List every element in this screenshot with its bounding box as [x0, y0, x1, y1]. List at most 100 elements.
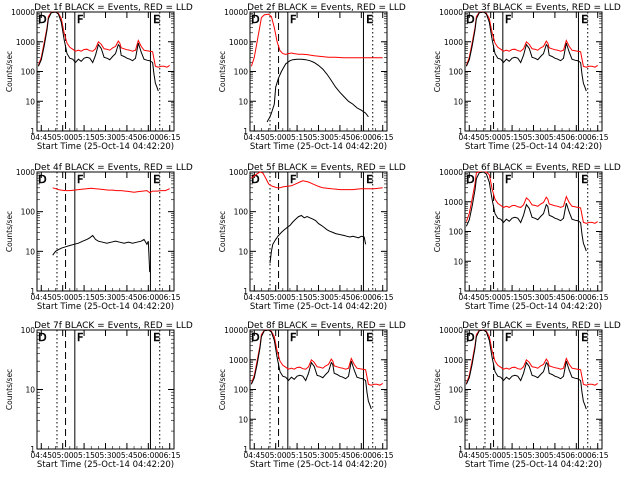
x-tick-label: 05:30	[308, 293, 330, 302]
y-tick-label: 10	[453, 97, 463, 106]
events-series-line	[465, 11, 587, 92]
y-tick-label: 1	[243, 445, 248, 454]
x-tick-label: 06:15	[159, 451, 181, 460]
panel-title: Det 6f BLACK = Events, RED = LLD	[462, 163, 621, 173]
y-tick-label: 1	[458, 127, 463, 136]
lld-series-line	[250, 13, 383, 67]
lld-series-line	[465, 329, 598, 386]
segment-letter: E	[366, 173, 373, 186]
x-tick-label: 05:45	[544, 293, 566, 302]
segment-letter: E	[366, 13, 373, 26]
segment-letter: F	[505, 13, 511, 26]
y-tick-label: 1000	[444, 198, 463, 207]
y-tick-label: 1000	[16, 38, 35, 47]
segment-letter: F	[290, 13, 296, 26]
y-tick-label: 1	[243, 287, 248, 296]
x-tick-label: 05:45	[116, 451, 138, 460]
y-axis-label: Counts/sec	[433, 369, 442, 410]
x-tick-label: 06:00	[566, 133, 588, 142]
x-tick-label: 06:00	[138, 133, 160, 142]
lld-series-line	[52, 187, 170, 194]
x-tick-label: 05:30	[523, 451, 545, 460]
y-tick-label: 10000	[224, 8, 248, 17]
x-axis-label: Start Time (25-Oct-14 04:42:20)	[37, 142, 174, 152]
x-tick-label: 05:15	[286, 451, 308, 460]
segment-letter: D	[466, 173, 474, 186]
lld-series-line	[465, 11, 598, 68]
segment-letter: D	[251, 331, 259, 344]
x-axis-label: Start Time (25-Oct-14 04:42:20)	[250, 460, 387, 470]
x-tick-label: 06:00	[351, 293, 373, 302]
y-tick-label: 1000	[229, 38, 248, 47]
x-axis-label: Start Time (25-Oct-14 04:42:20)	[465, 302, 602, 312]
detector-panel-2: Det 2f BLACK = Events, RED = LLD 1 10 100 10…	[218, 3, 406, 152]
segment-letter: D	[38, 13, 46, 26]
segment-letter: E	[153, 173, 160, 186]
panel-title: Det 8f BLACK = Events, RED = LLD	[247, 321, 406, 331]
y-axis-label: Counts/sec	[433, 51, 442, 92]
y-tick-label: 1000	[444, 356, 463, 365]
x-tick-label: 05:15	[286, 293, 308, 302]
x-tick-label: 05:45	[329, 293, 351, 302]
y-axis-label: Counts/sec	[218, 211, 227, 252]
lld-series-line	[250, 329, 383, 386]
y-tick-label: 1	[458, 445, 463, 454]
y-axis-label: Counts/sec	[5, 51, 14, 92]
y-tick-label: 10000	[439, 326, 463, 335]
x-tick-label: 05:00	[480, 133, 502, 142]
segment-letter: F	[290, 331, 296, 344]
lld-series-line	[251, 171, 383, 191]
segment-letter: E	[153, 331, 160, 344]
x-axis-label: Start Time (25-Oct-14 04:42:20)	[465, 460, 602, 470]
y-tick-label: 100	[21, 208, 36, 217]
segment-letter: D	[251, 173, 259, 186]
x-tick-label: 04:45	[243, 451, 265, 460]
y-tick-label: 100	[449, 386, 464, 395]
events-series-line	[37, 11, 159, 92]
y-tick-label: 10000	[11, 8, 35, 17]
x-tick-label: 05:30	[523, 133, 545, 142]
x-tick-label: 06:00	[351, 133, 373, 142]
x-tick-label: 05:00	[265, 133, 287, 142]
plot-frame	[36, 329, 175, 450]
segment-letter: F	[505, 331, 511, 344]
x-tick-label: 05:15	[73, 451, 95, 460]
x-tick-label: 06:15	[587, 293, 609, 302]
x-tick-label: 05:15	[501, 293, 523, 302]
x-tick-label: 05:45	[116, 293, 138, 302]
y-tick-label: 1	[243, 127, 248, 136]
detector-panel-5: Det 5f BLACK = Events, RED = LLD 1 10 100 10…	[218, 163, 406, 312]
x-tick-label: 04:45	[458, 451, 480, 460]
x-tick-label: 05:30	[95, 293, 117, 302]
x-axis-label: Start Time (25-Oct-14 04:42:20)	[37, 302, 174, 312]
segment-letter: F	[505, 173, 511, 186]
x-tick-label: 05:30	[523, 293, 545, 302]
plot-frame	[249, 11, 388, 132]
x-tick-label: 06:00	[138, 451, 160, 460]
y-tick-label: 100	[21, 68, 36, 77]
y-tick-label: 10	[25, 97, 35, 106]
y-tick-label: 10	[453, 415, 463, 424]
x-tick-label: 05:15	[286, 133, 308, 142]
x-axis-label: Start Time (25-Oct-14 04:42:20)	[37, 460, 174, 470]
y-axis-label: Counts/sec	[218, 51, 227, 92]
y-tick-label: 10	[238, 247, 248, 256]
x-axis-label: Start Time (25-Oct-14 04:42:20)	[465, 142, 602, 152]
x-tick-label: 05:00	[52, 293, 74, 302]
detector-panel-3: Det 3f BLACK = Events, RED = LLD 1 10 100 10…	[433, 3, 621, 152]
events-series-line	[465, 171, 587, 252]
x-tick-label: 05:30	[95, 451, 117, 460]
y-tick-label: 100	[21, 326, 36, 335]
x-tick-label: 05:15	[73, 133, 95, 142]
x-tick-label: 06:15	[372, 451, 394, 460]
y-tick-label: 1	[30, 287, 35, 296]
y-tick-label: 1	[30, 445, 35, 454]
plot-frame	[249, 171, 388, 292]
y-tick-label: 1	[458, 287, 463, 296]
x-tick-label: 05:45	[116, 133, 138, 142]
x-axis-label: Start Time (25-Oct-14 04:42:20)	[250, 302, 387, 312]
y-tick-label: 1000	[229, 168, 248, 177]
x-tick-label: 04:45	[30, 451, 52, 460]
x-tick-label: 05:30	[95, 133, 117, 142]
